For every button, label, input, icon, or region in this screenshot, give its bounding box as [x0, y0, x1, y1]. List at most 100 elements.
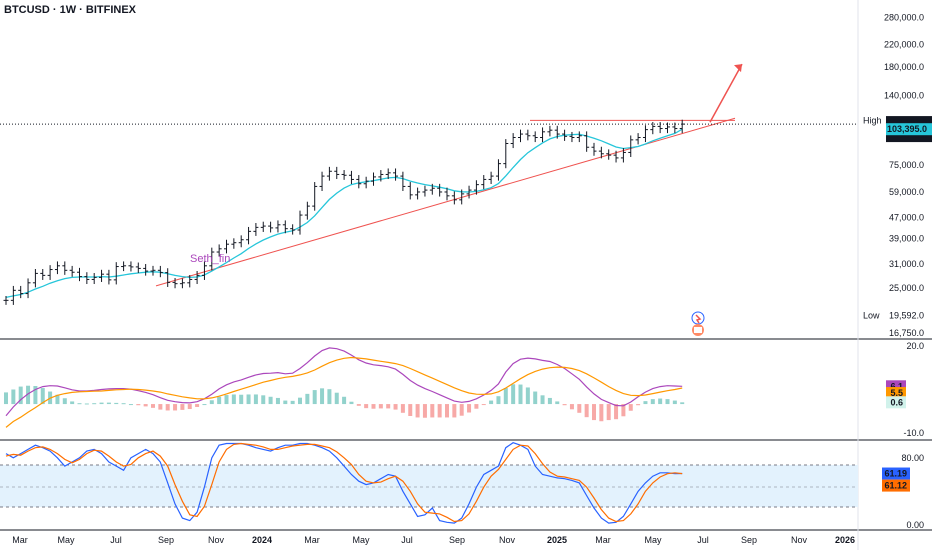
macd-lines: [5, 347, 683, 428]
macd-histogram: [4, 384, 685, 422]
last-price-val: 108,230.0: [887, 118, 927, 128]
candle-89: [657, 122, 663, 134]
stoch-d-path: [5, 442, 683, 523]
y-tick-stoch: 80.00: [901, 453, 924, 463]
candle-28: [209, 247, 215, 271]
low-label: Low: [863, 310, 880, 320]
candle-71: [525, 129, 531, 141]
candle-23: [172, 277, 178, 289]
chart-title: BTCUSD · 1W · BITFINEX: [4, 4, 136, 16]
x-tick: Mar: [595, 535, 611, 545]
candle-85: [628, 135, 634, 158]
macd-axis-labels: 20.0 -10.0 6.15.50.6: [886, 341, 924, 438]
macd-hist-bar: [445, 404, 449, 418]
candle-41: [304, 201, 310, 220]
candle-21: [157, 265, 163, 278]
candle-3: [25, 278, 31, 299]
macd-hist-bar: [518, 384, 523, 405]
macd-hist-bar: [533, 391, 538, 405]
macd-hist-bar: [503, 388, 508, 405]
x-tick: Jul: [697, 535, 709, 545]
macd-hist-bar: [356, 404, 361, 406]
macd-hist-bar: [55, 394, 60, 405]
projection-arrow: [709, 63, 743, 123]
macd-hist-bar: [452, 404, 457, 418]
macd-hist-bar: [459, 404, 464, 416]
macd-hist-bar: [209, 400, 214, 405]
x-tick: Jul: [110, 535, 122, 545]
macd-hist-bar: [180, 404, 185, 410]
x-tick: Mar: [12, 535, 28, 545]
macd-hist-bar: [540, 395, 545, 405]
candle-86: [635, 133, 641, 145]
candle-66: [488, 171, 494, 184]
candle-84: [620, 148, 626, 163]
macd-hist-bar: [599, 404, 604, 422]
x-tick: Jul: [401, 535, 413, 545]
candle-91: [672, 122, 678, 134]
candle-57: [422, 185, 428, 197]
y-tick-main: 75,000.0: [889, 160, 924, 170]
y-tick-main: 59,000.0: [889, 187, 924, 197]
candle-40: [297, 210, 303, 235]
macd-hist-bar: [562, 404, 567, 406]
y-tick-main: 280,000.0: [884, 13, 924, 23]
candle-38: [282, 220, 288, 234]
macd-hist-bar: [253, 394, 258, 405]
candle-73: [540, 127, 546, 143]
macd-hist-bar: [386, 404, 391, 409]
candle-17: [128, 261, 134, 272]
macd-hist-bar: [305, 393, 310, 405]
candle-53: [393, 168, 399, 181]
candle-63: [466, 185, 472, 199]
candle-18: [135, 262, 141, 273]
signal-tag-bg: [886, 387, 906, 400]
candle-11: [84, 272, 90, 285]
candle-79: [584, 131, 590, 152]
macd-hist-bar: [342, 396, 347, 405]
candle-80: [591, 142, 597, 156]
macd-hist-bar: [246, 394, 251, 405]
candle-50: [371, 172, 376, 186]
candle-24: [179, 278, 185, 289]
macd-hist-bar: [26, 385, 31, 405]
y-tick-stoch: 0.00: [906, 520, 924, 530]
macd-hist-bar: [636, 404, 641, 406]
stoch-band: [0, 465, 858, 507]
macd-hist-bar: [239, 394, 244, 405]
y-tick-main: 25,000.0: [889, 283, 924, 293]
macd-line-path: [5, 347, 683, 417]
y-tick-main: 47,000.0: [889, 212, 924, 222]
candle-54: [400, 171, 406, 191]
macd-hist-bar: [327, 389, 332, 405]
y-tick-main: 220,000.0: [884, 40, 924, 50]
main-axis-labels: 280,000.0 220,000.0 180,000.0 140,000.0 75,0…: [863, 13, 932, 338]
y-tick-main: 140,000.0: [884, 90, 924, 100]
candle-29: [216, 244, 222, 257]
flash-icon-bolt: [695, 314, 702, 324]
macd-hist-bar: [422, 404, 427, 418]
macd-hist-bar: [217, 396, 222, 405]
candle-33: [246, 226, 252, 245]
candle-26: [194, 270, 200, 285]
macd-hist-bar: [312, 390, 317, 405]
arrowhead: [734, 64, 742, 73]
candle-15: [113, 262, 119, 285]
macd-hist-bar: [393, 404, 398, 410]
macd-hist-bar: [268, 396, 273, 405]
macd-hist-bar: [62, 398, 67, 405]
y-tick-macd: -10.0: [903, 428, 924, 438]
candle-61: [451, 191, 457, 205]
macd-hist-bar: [70, 401, 75, 405]
x-tick: Nov: [208, 535, 225, 545]
candle-82: [606, 149, 612, 160]
macd-hist-bar: [136, 404, 141, 406]
candle-14: [106, 269, 112, 285]
high-label: High: [863, 115, 882, 125]
candle-65: [481, 175, 487, 190]
macd-hist-bar: [349, 401, 354, 405]
candle-22: [165, 268, 171, 287]
macd-hist-bar: [231, 394, 236, 405]
